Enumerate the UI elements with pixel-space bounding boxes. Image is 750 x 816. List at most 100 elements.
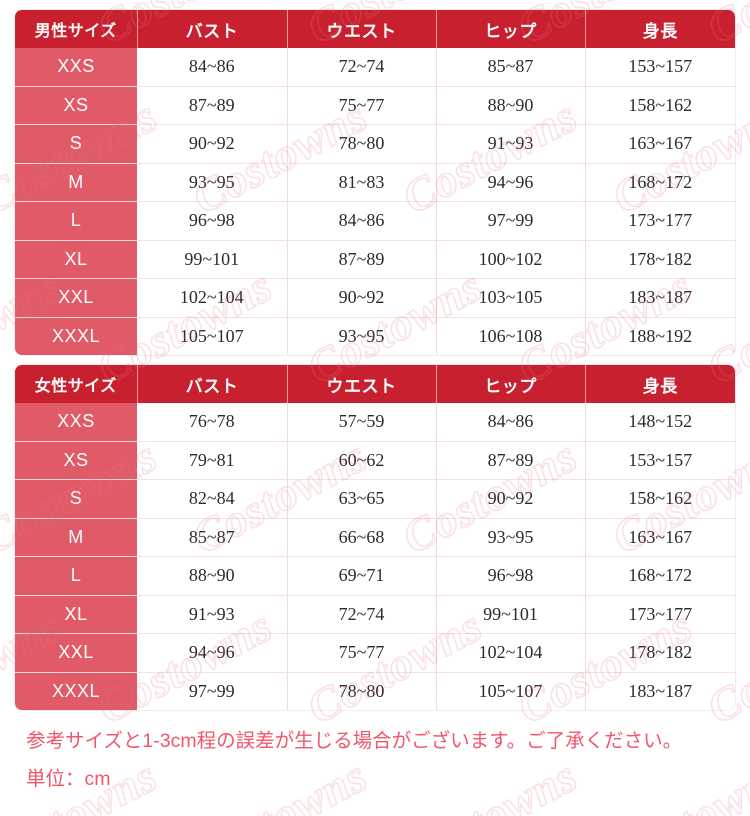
cell-height: 163~167 — [585, 518, 735, 557]
cell-waist: 87~89 — [287, 240, 437, 279]
cell-waist: 63~65 — [287, 479, 437, 519]
cell-bust: 82~84 — [137, 479, 288, 519]
table-row: L 88~90 69~71 96~98 168~172 — [15, 556, 735, 596]
cell-size: S — [15, 479, 137, 519]
cell-size: L — [15, 201, 137, 241]
cell-height: 158~162 — [585, 86, 735, 125]
cell-waist: 72~74 — [287, 595, 437, 634]
cell-height: 148~152 — [585, 403, 735, 442]
cell-height: 168~172 — [585, 163, 735, 202]
cell-waist: 90~92 — [287, 278, 437, 318]
unit-note: 単位：cm — [26, 768, 111, 790]
cell-size: XS — [15, 441, 137, 480]
womens-size-table: 女性サイズ バスト ウエスト ヒップ 身長 XXS 76~78 57~59 84… — [15, 365, 735, 710]
womens-table-header: 女性サイズ バスト ウエスト ヒップ 身長 — [15, 365, 735, 403]
cell-height: 173~177 — [585, 201, 735, 241]
mens-size-chart: 男性サイズ バスト ウエスト ヒップ 身長 XXS 84~86 72~74 85… — [15, 10, 735, 355]
table-row: M 85~87 66~68 93~95 163~167 — [15, 518, 735, 557]
cell-bust: 96~98 — [137, 201, 288, 241]
cell-bust: 90~92 — [137, 124, 288, 164]
cell-waist: 81~83 — [287, 163, 437, 202]
cell-size: XXXL — [15, 672, 137, 710]
cell-waist: 66~68 — [287, 518, 437, 557]
cell-hip: 93~95 — [436, 518, 586, 557]
cell-waist: 60~62 — [287, 441, 437, 480]
cell-hip: 88~90 — [436, 86, 586, 125]
cell-bust: 94~96 — [137, 633, 288, 673]
cell-hip: 105~107 — [436, 672, 586, 710]
table-row: XL 91~93 72~74 99~101 173~177 — [15, 595, 735, 634]
cell-hip: 96~98 — [436, 556, 586, 596]
cell-height: 153~157 — [585, 48, 735, 87]
cell-bust: 97~99 — [137, 672, 288, 710]
table-row: XL 99~101 87~89 100~102 178~182 — [15, 240, 735, 279]
cell-waist: 75~77 — [287, 86, 437, 125]
cell-size: XXS — [15, 48, 137, 87]
cell-height: 188~192 — [585, 317, 735, 355]
cell-size: L — [15, 556, 137, 596]
cell-height: 178~182 — [585, 633, 735, 673]
cell-bust: 105~107 — [137, 317, 288, 355]
table-row: XXS 84~86 72~74 85~87 153~157 — [15, 48, 735, 87]
mens-table-body: XXS 84~86 72~74 85~87 153~157 XS 87~89 7… — [15, 48, 735, 355]
column-header-waist: ウエスト — [287, 10, 437, 48]
cell-bust: 93~95 — [137, 163, 288, 202]
cell-height: 173~177 — [585, 595, 735, 634]
cell-size: XL — [15, 595, 137, 634]
cell-waist: 93~95 — [287, 317, 437, 355]
table-row: XXL 102~104 90~92 103~105 183~187 — [15, 278, 735, 318]
column-header-size: 男性サイズ — [15, 10, 138, 48]
cell-waist: 78~80 — [287, 672, 437, 710]
column-header-hip: ヒップ — [436, 10, 586, 48]
cell-bust: 76~78 — [137, 403, 288, 442]
table-row: XXXL 97~99 78~80 105~107 183~187 — [15, 672, 735, 710]
cell-hip: 102~104 — [436, 633, 586, 673]
cell-size: XXL — [15, 633, 137, 673]
cell-size: XXXL — [15, 317, 137, 355]
cell-waist: 72~74 — [287, 48, 437, 87]
cell-bust: 88~90 — [137, 556, 288, 596]
cell-waist: 84~86 — [287, 201, 437, 241]
header-row: 男性サイズ バスト ウエスト ヒップ 身長 — [15, 10, 735, 48]
cell-hip: 84~86 — [436, 403, 586, 442]
tolerance-note: 参考サイズと1-3cm程の誤差が生じる場合がございます。ご了承ください。 — [26, 730, 683, 752]
cell-hip: 85~87 — [436, 48, 586, 87]
table-row: XXS 76~78 57~59 84~86 148~152 — [15, 403, 735, 442]
cell-bust: 99~101 — [137, 240, 288, 279]
cell-height: 178~182 — [585, 240, 735, 279]
column-header-bust: バスト — [137, 10, 288, 48]
cell-height: 163~167 — [585, 124, 735, 164]
table-row: XS 87~89 75~77 88~90 158~162 — [15, 86, 735, 125]
cell-size: XXS — [15, 403, 137, 442]
mens-table-header: 男性サイズ バスト ウエスト ヒップ 身長 — [15, 10, 735, 48]
cell-waist: 75~77 — [287, 633, 437, 673]
cell-size: M — [15, 163, 137, 202]
cell-bust: 79~81 — [137, 441, 288, 480]
cell-size: M — [15, 518, 137, 557]
cell-size: XXL — [15, 278, 137, 318]
mens-size-table: 男性サイズ バスト ウエスト ヒップ 身長 XXS 84~86 72~74 85… — [15, 10, 735, 355]
cell-hip: 103~105 — [436, 278, 586, 318]
column-header-bust: バスト — [137, 365, 288, 403]
cell-hip: 100~102 — [436, 240, 586, 279]
table-row: S 90~92 78~80 91~93 163~167 — [15, 124, 735, 164]
cell-height: 153~157 — [585, 441, 735, 480]
table-row: L 96~98 84~86 97~99 173~177 — [15, 201, 735, 241]
cell-height: 168~172 — [585, 556, 735, 596]
cell-waist: 69~71 — [287, 556, 437, 596]
cell-hip: 87~89 — [436, 441, 586, 480]
table-row: XXXL 105~107 93~95 106~108 188~192 — [15, 317, 735, 355]
cell-hip: 97~99 — [436, 201, 586, 241]
column-header-height: 身長 — [585, 365, 735, 403]
cell-bust: 84~86 — [137, 48, 288, 87]
cell-height: 183~187 — [585, 672, 735, 710]
table-row: M 93~95 81~83 94~96 168~172 — [15, 163, 735, 202]
cell-hip: 99~101 — [436, 595, 586, 634]
cell-hip: 91~93 — [436, 124, 586, 164]
cell-waist: 57~59 — [287, 403, 437, 442]
column-header-size: 女性サイズ — [15, 365, 138, 403]
cell-size: S — [15, 124, 137, 164]
column-header-hip: ヒップ — [436, 365, 586, 403]
cell-hip: 106~108 — [436, 317, 586, 355]
header-row: 女性サイズ バスト ウエスト ヒップ 身長 — [15, 365, 735, 403]
